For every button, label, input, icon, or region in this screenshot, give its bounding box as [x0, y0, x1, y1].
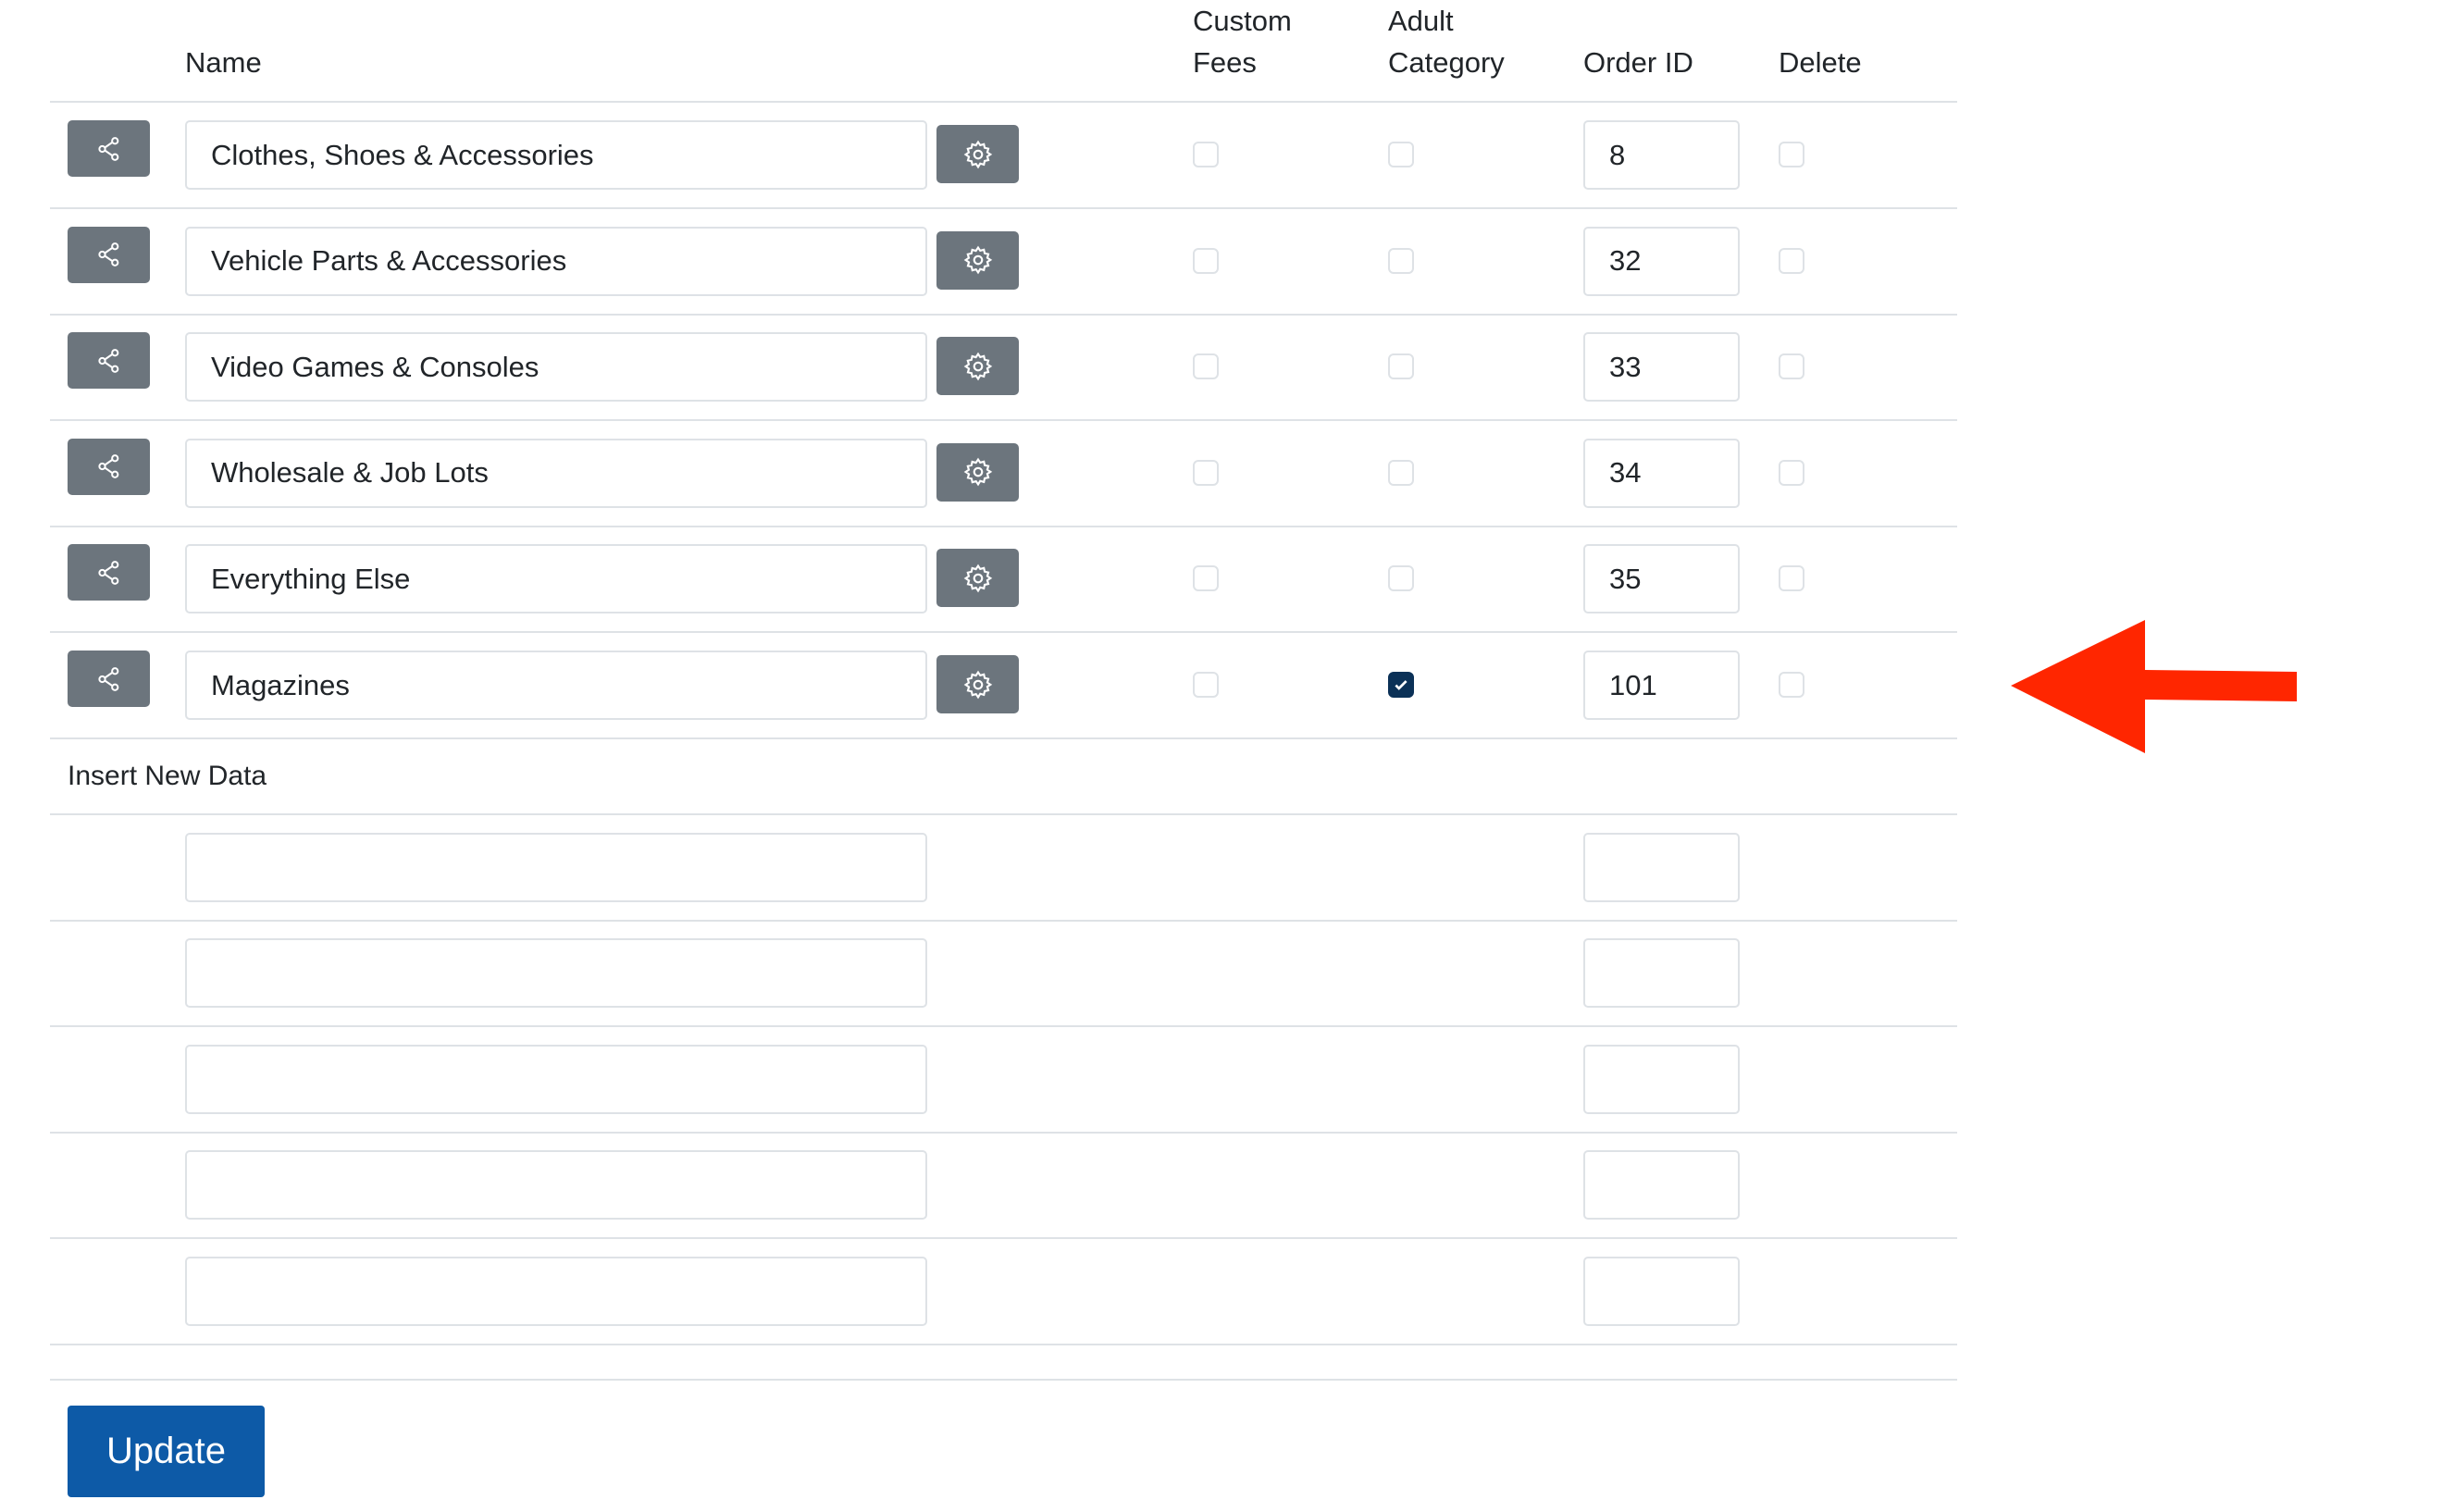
name-input[interactable]: Wholesale & Job Lots — [185, 438, 927, 508]
settings-button[interactable] — [936, 337, 1019, 396]
settings-button[interactable] — [936, 125, 1019, 183]
delete-checkbox[interactable] — [1779, 565, 1804, 592]
gear-icon — [963, 457, 992, 487]
custom-fees-checkbox[interactable] — [1193, 459, 1219, 486]
new-name-input[interactable] — [185, 1150, 927, 1221]
custom-fees-checkbox[interactable] — [1193, 672, 1219, 698]
row-divider — [50, 1344, 1957, 1345]
new-order-id-input[interactable] — [1583, 1150, 1740, 1221]
adult-category-checkbox[interactable] — [1388, 247, 1414, 274]
header-order-id: Order ID — [1583, 46, 1693, 79]
name-input[interactable]: Video Games & Consoles — [185, 332, 927, 403]
settings-button[interactable] — [936, 655, 1019, 713]
name-input[interactable]: Everything Else — [185, 544, 927, 614]
custom-fees-checkbox[interactable] — [1193, 247, 1219, 274]
header-adult-category-2: Category — [1388, 46, 1505, 79]
adult-category-checkbox[interactable] — [1388, 459, 1414, 486]
new-order-id-input[interactable] — [1583, 938, 1740, 1009]
custom-fees-checkbox[interactable] — [1193, 353, 1219, 380]
new-name-input[interactable] — [185, 938, 927, 1009]
gear-icon — [963, 670, 992, 699]
gear-icon — [963, 564, 992, 593]
delete-checkbox[interactable] — [1779, 672, 1804, 698]
row-divider — [50, 631, 1957, 634]
insert-label: Insert New Data — [68, 761, 267, 791]
adult-category-checkbox[interactable] — [1388, 353, 1414, 380]
share-icon — [97, 242, 118, 266]
order-id-input[interactable]: 101 — [1583, 651, 1740, 720]
header-adult-category-1: Adult — [1388, 5, 1454, 37]
share-button[interactable] — [68, 544, 150, 601]
share-button[interactable] — [68, 120, 150, 177]
share-icon — [97, 454, 118, 479]
name-input[interactable]: Clothes, Shoes & Accessories — [185, 120, 927, 190]
order-id-input[interactable]: 33 — [1583, 332, 1740, 403]
header-name: Name — [185, 46, 262, 79]
row-divider — [50, 313, 1957, 316]
share-button[interactable] — [68, 651, 150, 707]
insert-divider — [50, 813, 1957, 815]
gear-icon — [963, 352, 992, 381]
order-id-input[interactable]: 35 — [1583, 544, 1740, 614]
settings-button[interactable] — [936, 230, 1019, 290]
row-divider — [50, 207, 1957, 209]
header-delete: Delete — [1779, 46, 1862, 79]
delete-checkbox[interactable] — [1779, 353, 1804, 380]
new-name-input[interactable] — [185, 833, 927, 902]
row-divider — [50, 419, 1957, 422]
check-icon — [1395, 680, 1408, 690]
adult-category-checkbox[interactable] — [1388, 142, 1414, 167]
row-divider — [50, 920, 1957, 922]
order-id-input[interactable]: 34 — [1583, 438, 1740, 508]
header-custom-fees-1: Custom — [1193, 5, 1292, 37]
update-button[interactable]: Update — [68, 1406, 265, 1497]
row-divider — [50, 1025, 1957, 1028]
header-custom-fees-2: Fees — [1193, 46, 1257, 79]
custom-fees-checkbox[interactable] — [1193, 142, 1219, 167]
share-icon — [97, 136, 118, 161]
row-divider — [50, 737, 1957, 739]
order-id-input[interactable]: 8 — [1583, 120, 1740, 190]
share-icon — [97, 561, 118, 585]
name-input[interactable]: Vehicle Parts & Accessories — [185, 226, 927, 296]
new-order-id-input[interactable] — [1583, 1256, 1740, 1326]
new-order-id-input[interactable] — [1583, 1044, 1740, 1114]
delete-checkbox[interactable] — [1779, 142, 1804, 167]
custom-fees-checkbox[interactable] — [1193, 565, 1219, 592]
delete-checkbox[interactable] — [1779, 247, 1804, 274]
row-divider — [50, 1237, 1957, 1240]
share-button[interactable] — [68, 226, 150, 283]
new-name-input[interactable] — [185, 1044, 927, 1114]
settings-button[interactable] — [936, 442, 1019, 502]
header-divider — [50, 101, 1957, 103]
order-id-input[interactable]: 32 — [1583, 226, 1740, 296]
new-order-id-input[interactable] — [1583, 833, 1740, 902]
footer-divider — [50, 1379, 1957, 1381]
gear-icon — [963, 245, 992, 275]
new-name-input[interactable] — [185, 1256, 927, 1326]
row-divider — [50, 525, 1957, 527]
row-divider — [50, 1131, 1957, 1134]
delete-checkbox[interactable] — [1779, 459, 1804, 486]
adult-category-checkbox[interactable] — [1388, 565, 1414, 592]
red-arrow-annotation — [2011, 620, 2297, 753]
share-button[interactable] — [68, 438, 150, 495]
share-button[interactable] — [68, 332, 150, 390]
gear-icon — [963, 140, 992, 168]
settings-button[interactable] — [936, 549, 1019, 608]
name-input[interactable]: Magazines — [185, 651, 927, 720]
adult-category-checkbox[interactable] — [1388, 672, 1414, 698]
share-icon — [97, 348, 118, 373]
share-icon — [97, 666, 118, 691]
